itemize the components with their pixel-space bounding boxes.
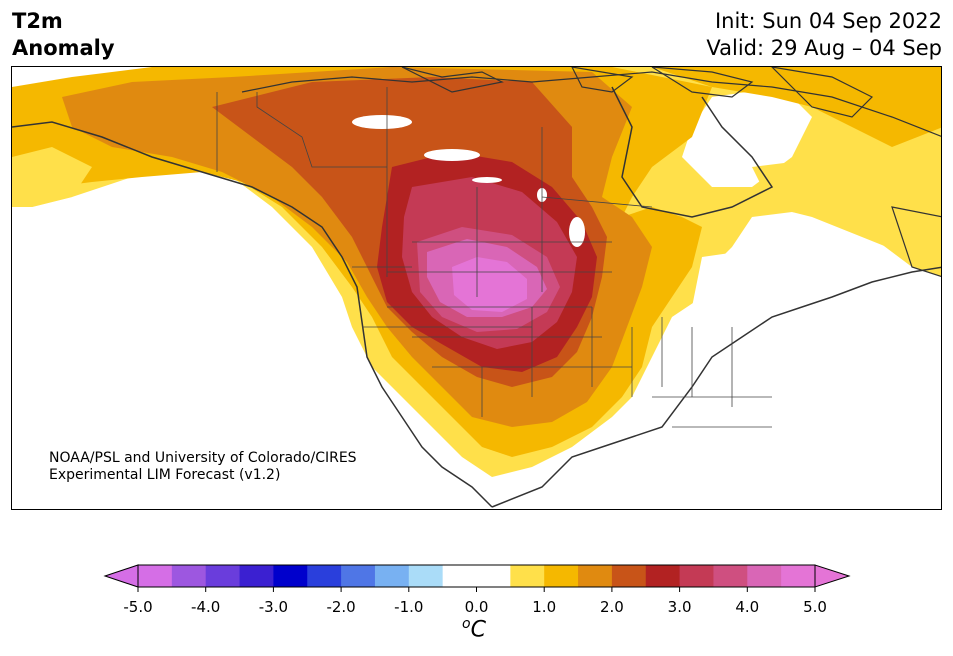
anomaly-arctic-islands	[652, 67, 941, 147]
colorbar-under-arrow	[103, 564, 139, 588]
colorbar-cell	[408, 565, 444, 587]
colorbar-cell	[611, 565, 647, 587]
anomaly-peak	[452, 257, 527, 312]
colorbar-cell	[205, 565, 241, 587]
unit-degree: o	[462, 616, 471, 632]
data-credit: NOAA/PSL and University of Colorado/CIRE…	[49, 450, 357, 484]
colorbar-cell	[679, 565, 714, 587]
colorbar-tick-label: -3.0	[258, 598, 289, 616]
colorbar-over-arrow	[814, 564, 851, 588]
colorbar-tick-label: 5.0	[803, 598, 827, 616]
arctic-coast	[241, 71, 941, 137]
colorbar-cell	[510, 565, 545, 587]
colorbar-tick-label: 0.0	[464, 598, 489, 616]
great-slave-lake	[424, 149, 480, 161]
colorbar-cell	[374, 565, 410, 587]
colorbar-cell	[171, 565, 207, 587]
colorbar-cell	[713, 565, 748, 587]
colorbar-cell	[138, 565, 173, 587]
colorbar-cell	[476, 565, 511, 587]
colorbar-cell	[544, 565, 579, 587]
colorbar-cell	[645, 565, 681, 587]
arctic-islands-outline	[401, 67, 941, 277]
colorbar-tick-label: 1.0	[532, 598, 557, 616]
lake-athabasca	[472, 177, 502, 183]
anomaly-labrador-light	[752, 157, 941, 276]
colorbar-ticks	[137, 587, 816, 592]
colorbar-tick-label: 4.0	[735, 598, 760, 616]
colorbar-cells	[138, 565, 816, 587]
lake-winnipeg	[569, 217, 585, 247]
title-line-1: T2m	[12, 9, 63, 33]
colorbar-cell	[578, 565, 613, 587]
map-panel	[11, 66, 942, 510]
no-anomaly-eastern-us	[573, 247, 941, 509]
colorbar-tick-label: -1.0	[394, 598, 424, 616]
unit-celsius: C	[470, 617, 486, 643]
colorbar-tick-label: -5.0	[123, 598, 153, 616]
colorbar-cell	[442, 565, 477, 587]
colorbar-cell	[341, 565, 376, 587]
valid-range: Valid: 29 Aug – 04 Sep	[706, 36, 942, 60]
colorbar-tick-label: -4.0	[191, 598, 221, 616]
colorbar-cell	[239, 565, 274, 587]
gulf-coast	[491, 266, 941, 508]
colorbar-cell	[781, 565, 816, 587]
coastline	[12, 121, 493, 508]
great-bear-lake	[352, 115, 412, 129]
no-anomaly-east-canada	[682, 87, 812, 187]
colorbar	[103, 564, 851, 592]
title-line-2: Anomaly	[12, 36, 115, 60]
date-info: Init: Sun 04 Sep 2022 Valid: 29 Aug – 04…	[706, 8, 942, 62]
colorbar-cell	[273, 565, 308, 587]
credit-line-1: NOAA/PSL and University of Colorado/CIRE…	[49, 450, 357, 466]
anomaly-alaska-light	[12, 147, 92, 207]
map-title: T2m Anomaly	[12, 8, 115, 62]
colorbar-unit: oC	[462, 616, 486, 642]
colorbar-tick-label: 2.0	[599, 598, 624, 616]
political-boundaries	[216, 87, 772, 428]
colorbar-cell	[307, 565, 342, 587]
colorbar-tick-label: 3.0	[667, 598, 692, 616]
colorbar-cell	[747, 565, 782, 587]
init-date: Init: Sun 04 Sep 2022	[714, 9, 942, 33]
hudson-bay-coast	[611, 86, 774, 218]
colorbar-tick-label: -2.0	[326, 598, 356, 616]
credit-line-2: Experimental LIM Forecast (v1.2)	[49, 467, 281, 483]
anomaly-map	[12, 67, 941, 509]
